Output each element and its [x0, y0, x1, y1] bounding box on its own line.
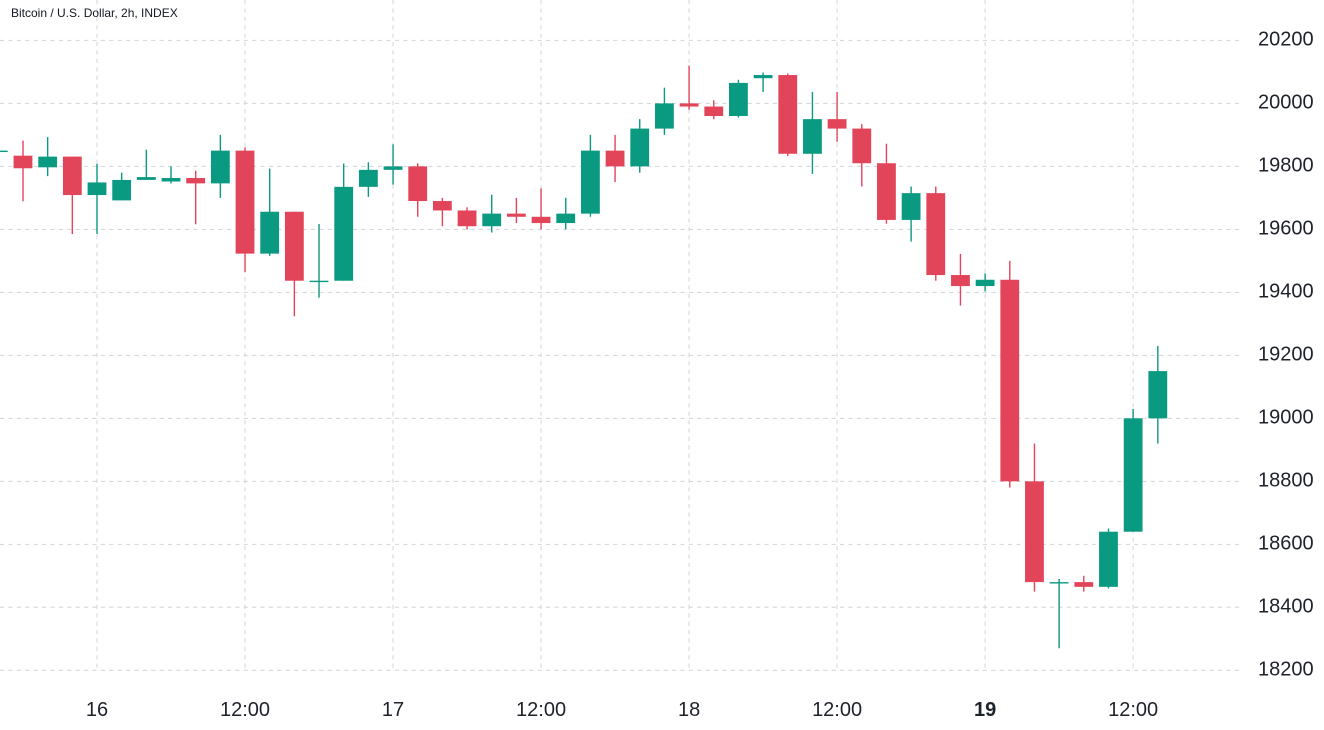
svg-text:12:00: 12:00 — [1108, 699, 1158, 721]
svg-text:19600: 19600 — [1258, 217, 1314, 239]
svg-text:12:00: 12:00 — [220, 699, 270, 721]
svg-text:20200: 20200 — [1258, 28, 1314, 50]
svg-text:12:00: 12:00 — [516, 699, 566, 721]
svg-text:19800: 19800 — [1258, 154, 1314, 176]
svg-text:19: 19 — [974, 699, 996, 721]
svg-text:18600: 18600 — [1258, 532, 1314, 554]
svg-text:19000: 19000 — [1258, 406, 1314, 428]
svg-text:17: 17 — [382, 699, 404, 721]
svg-text:18: 18 — [678, 699, 700, 721]
svg-text:16: 16 — [86, 699, 108, 721]
svg-text:18400: 18400 — [1258, 595, 1314, 617]
svg-text:19200: 19200 — [1258, 343, 1314, 365]
svg-text:20000: 20000 — [1258, 91, 1314, 113]
svg-text:12:00: 12:00 — [812, 699, 862, 721]
svg-text:18200: 18200 — [1258, 658, 1314, 680]
svg-text:19400: 19400 — [1258, 280, 1314, 302]
svg-text:18800: 18800 — [1258, 469, 1314, 491]
